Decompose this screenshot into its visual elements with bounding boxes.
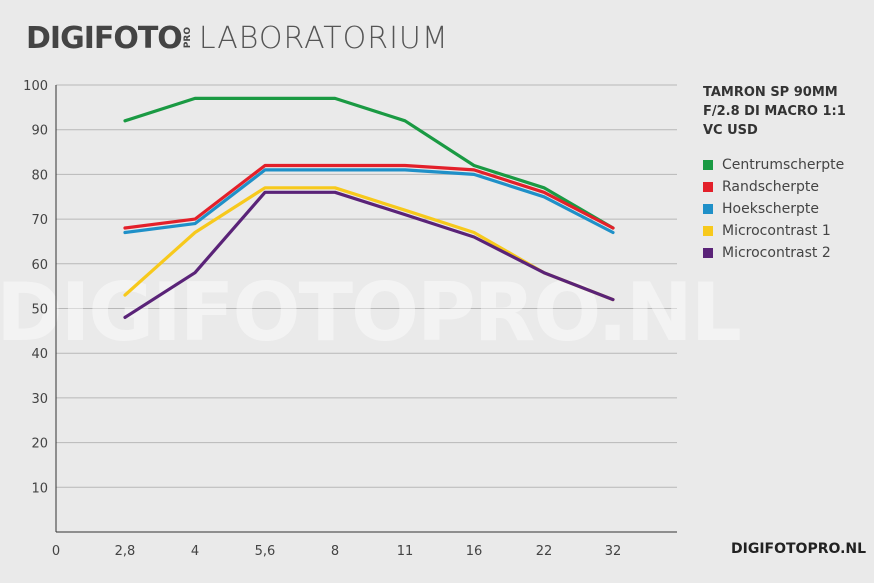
x-ticks: 0 2,8 4 5,6 8 11 16 22 32: [52, 544, 621, 559]
legend-item: Microcontrast 1: [703, 220, 844, 242]
x-tick-label: 5,6: [255, 544, 276, 559]
x-tick-label: 16: [466, 544, 483, 559]
laboratorium-title: LABORATORIUM: [198, 20, 449, 56]
y-ticks: 10 20 30 40 50 60 70 80 90 100: [23, 79, 48, 496]
axes: [55, 85, 677, 533]
y-tick-label: 90: [31, 124, 48, 139]
chart-title-line-3: VC USD: [703, 123, 758, 138]
y-tick-label: 10: [31, 481, 48, 496]
legend-item: Centrumscherpte: [703, 154, 844, 176]
watermark: DIGIFOTOPRO.NL: [0, 266, 740, 359]
legend-swatch: [703, 160, 713, 170]
chart-title-line-1: TAMRON SP 90MM: [703, 85, 838, 100]
legend-label: Randscherpte: [722, 179, 819, 195]
legend-label: Microcontrast 1: [722, 223, 831, 239]
legend-swatch: [703, 182, 713, 192]
x-tick-label: 32: [605, 544, 622, 559]
series-line-randscherpte: [123, 163, 615, 230]
legend-label: Centrumscherpte: [722, 157, 845, 173]
x-tick-label: 8: [331, 544, 339, 559]
x-tick-label: 11: [397, 544, 414, 559]
y-tick-label: 50: [31, 303, 48, 318]
y-tick-label: 40: [31, 347, 48, 362]
y-tick-label: 80: [31, 168, 48, 183]
series-line-hoekscherpte: [123, 168, 615, 235]
y-tick-label: 60: [31, 258, 48, 273]
footer-brand: DIGIFOTOPRO.NL: [731, 541, 867, 557]
legend: Centrumscherpte Randscherpte Hoekscherpte M…: [703, 154, 844, 264]
y-tick-label: 70: [31, 213, 48, 228]
x-tick-label: 0: [52, 544, 60, 559]
logo-digifoto: DIGIFOTO: [26, 20, 183, 56]
legend-item: Microcontrast 2: [703, 242, 844, 264]
series-lines: [123, 96, 615, 319]
y-tick-label: 30: [31, 392, 48, 407]
series-line-centrumscherpte: [123, 96, 615, 230]
legend-swatch: [703, 248, 713, 258]
chart-title-line-2: F/2.8 DI MACRO 1:1: [703, 104, 846, 119]
x-tick-label: 22: [536, 544, 553, 559]
legend-item: Randscherpte: [703, 176, 844, 198]
x-tick-label: 2,8: [115, 544, 136, 559]
legend-label: Microcontrast 2: [722, 245, 831, 261]
y-tick-label: 100: [23, 79, 48, 94]
series-line-microcontrast-2: [123, 190, 615, 319]
y-tick-label: 20: [31, 437, 48, 452]
x-tick-label: 4: [191, 544, 199, 559]
legend-swatch: [703, 226, 713, 236]
legend-item: Hoekscherpte: [703, 198, 844, 220]
chart-title: TAMRON SP 90MM F/2.8 DI MACRO 1:1 VC USD: [703, 83, 863, 140]
legend-swatch: [703, 204, 713, 214]
header: DIGIFOTO PRO LABORATORIUM: [26, 16, 449, 60]
legend-label: Hoekscherpte: [722, 201, 820, 217]
